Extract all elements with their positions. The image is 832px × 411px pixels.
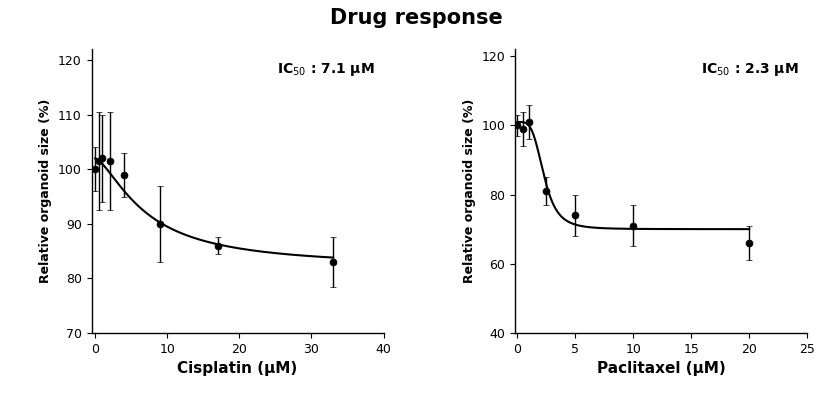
X-axis label: Paclitaxel (μM): Paclitaxel (μM) — [597, 361, 726, 376]
Y-axis label: Relative organoid size (%): Relative organoid size (%) — [463, 99, 476, 283]
Text: IC$_{50}$ : 7.1 μM: IC$_{50}$ : 7.1 μM — [277, 61, 374, 78]
X-axis label: Cisplatin (μM): Cisplatin (μM) — [177, 361, 298, 376]
Text: Drug response: Drug response — [329, 8, 503, 28]
Text: IC$_{50}$ : 2.3 μM: IC$_{50}$ : 2.3 μM — [701, 61, 798, 78]
Y-axis label: Relative organoid size (%): Relative organoid size (%) — [39, 99, 52, 283]
